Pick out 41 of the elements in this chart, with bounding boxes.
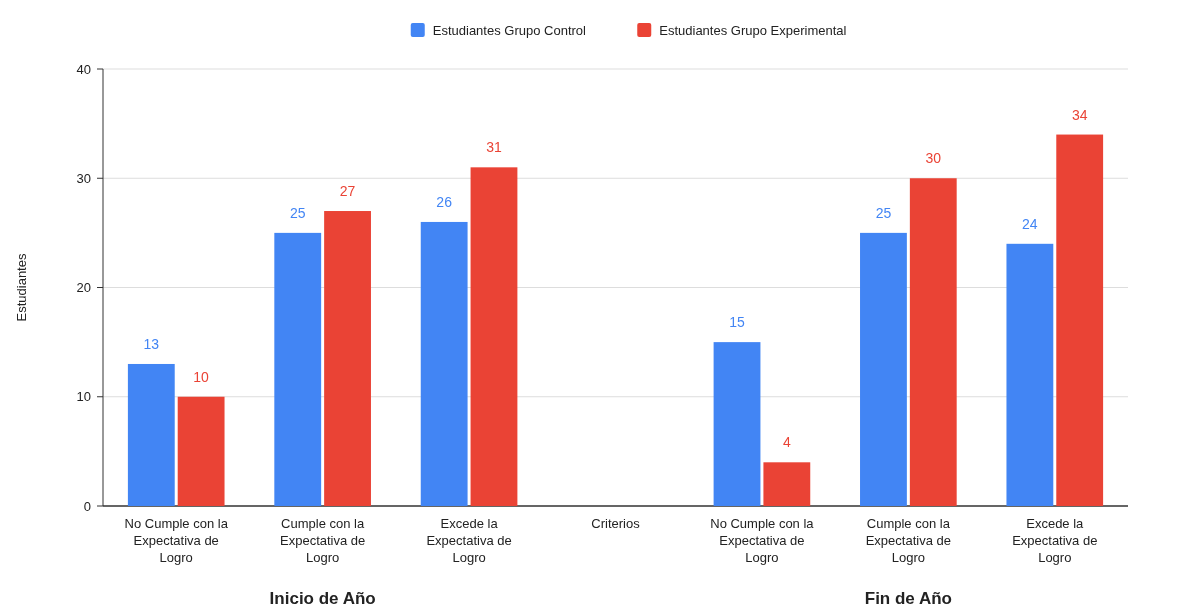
bar — [713, 342, 761, 506]
y-axis-title: Estudiantes — [14, 253, 29, 322]
legend-label: Estudiantes Grupo Experimental — [659, 22, 847, 38]
x-tick-label: Cumple con la Expectativa de Logro — [865, 516, 951, 565]
y-tick-label: 0 — [83, 498, 91, 514]
data-label: 25 — [289, 204, 306, 221]
y-tick-label: 10 — [76, 389, 91, 405]
bar — [324, 211, 371, 506]
bar — [1056, 134, 1104, 506]
data-label: 31 — [486, 139, 502, 156]
data-label: 25 — [875, 204, 892, 221]
x-tick-label: No Cumple con la Expectativa de Logro — [710, 516, 815, 565]
x-tick-label: Criterios — [591, 516, 641, 531]
bar — [274, 232, 322, 506]
bar — [860, 232, 907, 506]
bar — [763, 462, 811, 506]
x-tick-label: Excede la Expectativa de Logro — [426, 516, 512, 565]
x-tick-label: Cumple con la Expectativa de Logro — [280, 516, 366, 565]
bar — [470, 167, 518, 506]
text: Inicio de Año — [269, 589, 376, 608]
data-label: 27 — [339, 183, 356, 200]
data-label: 13 — [143, 335, 160, 352]
legend-label: Estudiantes Grupo Control — [432, 22, 587, 38]
data-label: 4 — [782, 434, 791, 451]
x-tick-label: No Cumple con la Expectativa de Logro — [124, 516, 229, 565]
text: Fin de Año — [864, 589, 952, 608]
data-label: 30 — [925, 150, 942, 167]
data-label: 10 — [193, 368, 210, 385]
data-label: 34 — [1071, 106, 1088, 123]
y-tick-label: 30 — [76, 170, 91, 186]
y-tick-label: 40 — [76, 61, 91, 77]
bar — [1006, 243, 1054, 506]
bar — [127, 363, 175, 506]
data-label: 26 — [436, 193, 453, 210]
bar — [909, 178, 957, 506]
y-tick-label: 20 — [76, 280, 91, 296]
bar — [177, 396, 225, 506]
data-label: 24 — [1022, 215, 1038, 232]
x-tick-label: Excede la Expectativa de Logro — [1012, 516, 1098, 565]
bar — [420, 221, 468, 506]
data-label: 15 — [729, 314, 746, 331]
